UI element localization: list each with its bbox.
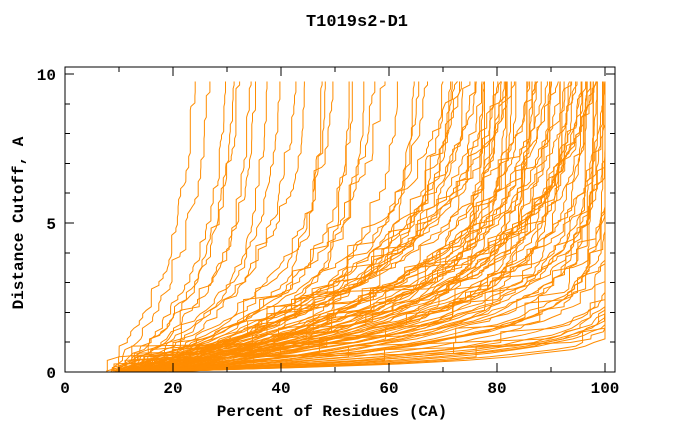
gdt-curve [141, 81, 559, 372]
x-tick-label: 0 [60, 380, 70, 398]
gdt-curve [128, 81, 477, 372]
gdt-curve [124, 81, 365, 372]
gdt-curve [118, 81, 326, 372]
gdt-curve [169, 81, 551, 372]
x-tick-label: 60 [379, 380, 398, 398]
gdt-curve [117, 81, 226, 372]
chart-title: T1019s2-D1 [305, 13, 409, 32]
gdt-curve [126, 81, 483, 372]
gdt-curve [110, 81, 323, 372]
gdt-curve [148, 81, 512, 372]
y-tick-label: 5 [46, 216, 56, 234]
y-tick-label: 10 [37, 67, 56, 85]
plot-frame [64, 66, 616, 373]
gdt-curve [114, 81, 578, 372]
gdt-curve [138, 81, 598, 372]
x-tick-label: 40 [271, 380, 290, 398]
gdt-curve [123, 81, 334, 372]
gdt-curve [146, 81, 507, 372]
gdt-curve [115, 81, 252, 372]
gdt-curve [120, 81, 458, 372]
gdt-curve [148, 81, 533, 372]
gdt-curve [119, 81, 536, 372]
gdt-curve [145, 81, 561, 372]
gdt-curve [129, 81, 592, 372]
gdt-curve [112, 81, 211, 372]
axes-layer: 0 20 40 60 80 100 0 5 10 [37, 66, 620, 398]
gdt-curve [131, 81, 603, 372]
gdt-curve [115, 81, 471, 372]
gdt-curve [106, 81, 196, 372]
x-axis-label: Percent of Residues (CA) [216, 403, 448, 421]
gdt-curve [121, 81, 268, 372]
gdt-curve [184, 81, 606, 372]
gdt-curve [127, 81, 462, 372]
gdt-curve [130, 81, 606, 372]
gdt-curve [138, 81, 505, 372]
gdt-curve [153, 81, 573, 372]
gdt-curve [126, 81, 570, 372]
gdt-curve [106, 81, 305, 372]
gdt-curve [139, 81, 297, 372]
gdt-curve [153, 81, 508, 372]
gdt-curve [134, 81, 588, 372]
y-tick-label: 0 [46, 365, 56, 383]
gdt-curve [117, 81, 241, 372]
gdt-curve [168, 81, 582, 372]
x-tick-label: 100 [591, 380, 620, 398]
gdt-curve [147, 81, 594, 372]
gdt-curve [111, 81, 235, 372]
gdt-curve [124, 81, 428, 372]
gdt-curve [146, 81, 598, 372]
gdt-curve [140, 81, 398, 372]
x-tick-label: 20 [163, 380, 182, 398]
gdt-curve [139, 81, 453, 372]
gdt-curve [136, 81, 476, 372]
x-tick-label: 80 [487, 380, 506, 398]
curves-layer [106, 81, 606, 372]
gdt-curve [121, 81, 606, 372]
gdt-curve [150, 81, 572, 372]
gdt-curve [141, 81, 550, 372]
gdt-curve [131, 81, 281, 372]
gdt-curve [120, 81, 256, 372]
